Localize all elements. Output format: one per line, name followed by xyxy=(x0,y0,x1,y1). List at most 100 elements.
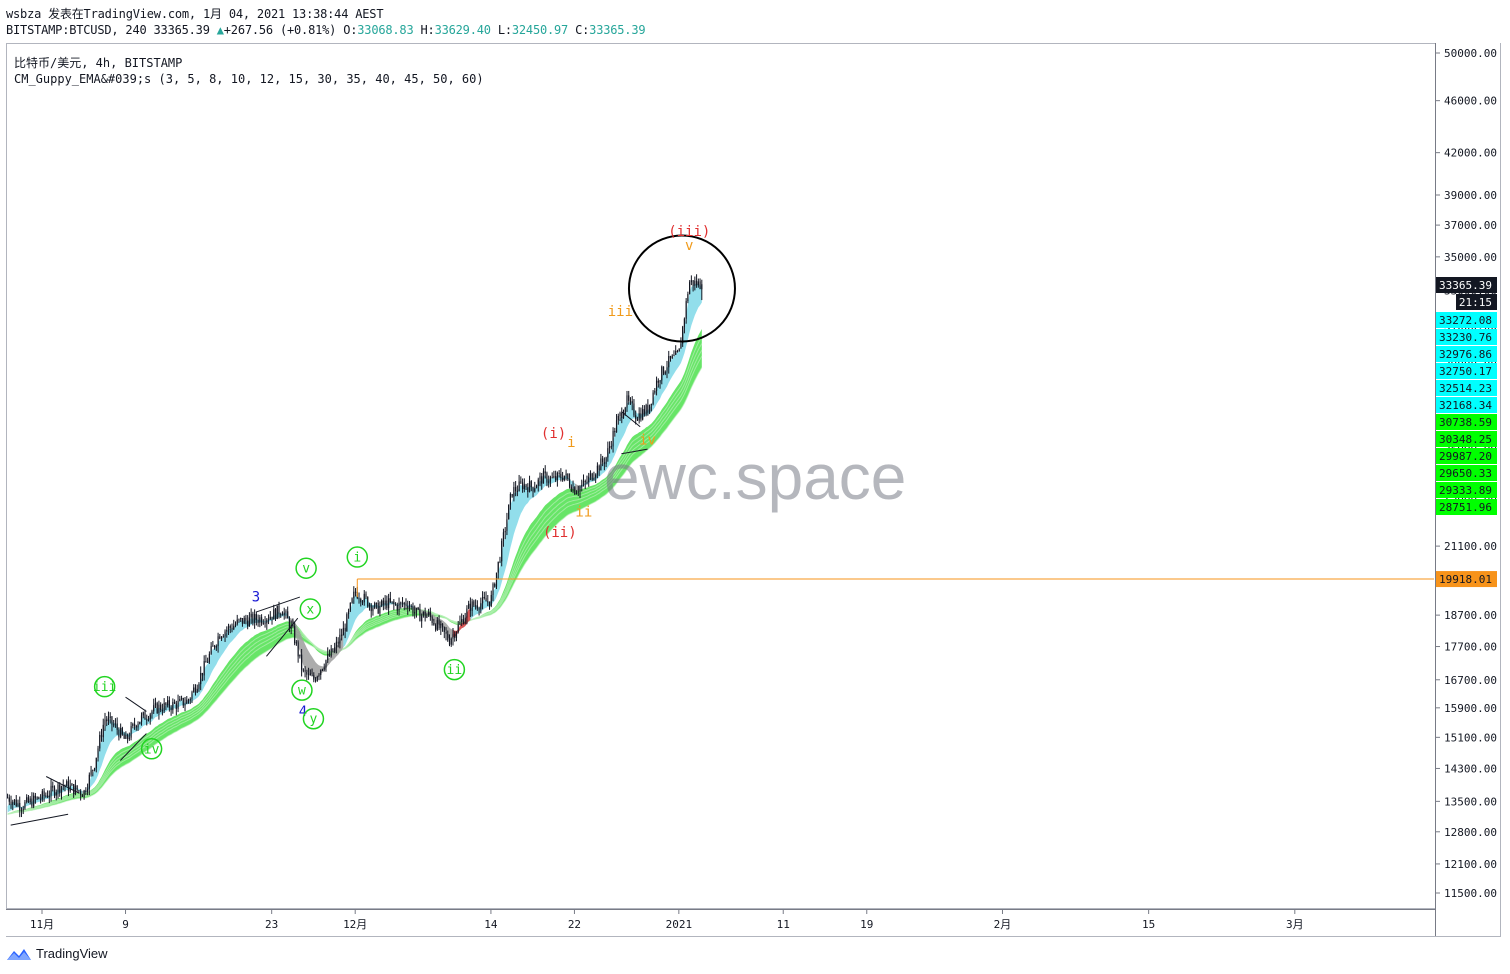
candle-body xyxy=(97,748,99,758)
candle-body xyxy=(501,540,503,562)
price-tags: 33365.39 21:15 33272.08 33230.76 32976.86 327… xyxy=(1436,277,1497,588)
candle-body xyxy=(40,798,42,800)
candle-body xyxy=(476,605,478,609)
candle-body xyxy=(53,787,56,796)
candle-body xyxy=(153,705,155,712)
candle-body xyxy=(523,484,525,490)
candle-body xyxy=(34,795,36,799)
candle-body xyxy=(245,617,247,621)
candle-body xyxy=(475,605,477,607)
low-value: 32450.97 xyxy=(511,23,569,37)
candle-body xyxy=(38,797,40,800)
trendline xyxy=(621,411,641,428)
candle-body xyxy=(236,619,238,625)
tradingview-brand[interactable]: TradingView xyxy=(6,946,108,961)
short-ema-band xyxy=(580,282,702,490)
guppy-ema-bands xyxy=(7,282,703,815)
candle-body xyxy=(464,617,466,624)
candle-body xyxy=(254,614,256,623)
price-tag-bg xyxy=(1436,431,1497,447)
price-tag-bg xyxy=(1436,499,1497,515)
candle-body xyxy=(274,609,277,619)
price-tag: 29650.33 xyxy=(1439,467,1492,480)
candle-body xyxy=(504,531,506,533)
candle-body xyxy=(492,584,494,595)
candle-body xyxy=(271,616,273,620)
candle-body xyxy=(285,611,287,613)
candle-body xyxy=(193,687,195,693)
plot-area-border xyxy=(6,43,1436,909)
candle-body xyxy=(175,703,177,710)
candle-body xyxy=(311,675,313,677)
indicator-legend[interactable]: CM_Guppy_EMA&#039;s (3, 5, 8, 10, 12, 15… xyxy=(14,72,484,86)
candle-body xyxy=(316,676,318,681)
candle-body xyxy=(412,605,414,614)
candle-body xyxy=(93,768,96,771)
time-axis[interactable]: 11月 9 23 12月 14 22 2021 11 19 2月 15 3月 xyxy=(30,909,1304,931)
candle-body xyxy=(682,326,684,344)
candles xyxy=(6,274,703,818)
candle-body xyxy=(287,611,289,619)
candle-body xyxy=(95,757,97,769)
trendline xyxy=(266,617,299,657)
candle-body xyxy=(405,603,407,607)
candle-body xyxy=(614,430,616,433)
time-axis-label: 9 xyxy=(122,918,129,931)
time-axis-label: 2月 xyxy=(994,918,1012,931)
candle-body xyxy=(422,611,425,616)
candle-body xyxy=(33,795,35,807)
candle-body xyxy=(394,604,397,606)
candle-body xyxy=(436,620,438,630)
long-ema-band xyxy=(7,329,702,815)
trendline xyxy=(45,776,79,794)
candle-body xyxy=(612,430,614,447)
candle-body xyxy=(307,673,310,675)
candle-body xyxy=(629,400,632,402)
candle-body xyxy=(15,799,17,806)
candle-body xyxy=(346,614,348,632)
wave-label: y xyxy=(310,712,318,727)
candle-body xyxy=(631,401,633,404)
candle-body xyxy=(692,280,694,286)
candle-body xyxy=(349,602,351,611)
candle-body xyxy=(485,598,487,602)
candle-body xyxy=(60,786,63,793)
candle-body xyxy=(207,661,209,663)
candle-body xyxy=(205,661,207,663)
candle-body xyxy=(396,604,398,611)
candle-body xyxy=(210,646,212,654)
candle-body xyxy=(328,653,331,656)
time-axis-label: 19 xyxy=(860,918,873,931)
candle-body xyxy=(194,687,197,693)
candle-body xyxy=(386,600,388,609)
wave-label: w xyxy=(298,684,306,699)
candle-body xyxy=(549,477,552,482)
open-label: O: xyxy=(343,23,358,37)
candle-body xyxy=(132,723,134,727)
candle-body xyxy=(118,729,120,738)
candle-body xyxy=(375,602,378,604)
candle-body xyxy=(466,608,468,618)
candle-body xyxy=(506,519,508,532)
candle-body xyxy=(419,609,421,622)
candle-body xyxy=(74,785,77,795)
candle-body xyxy=(483,596,485,599)
candle-body xyxy=(123,734,125,739)
price-axis-label: 11500.00 xyxy=(1444,887,1497,900)
wave-label-circle xyxy=(291,679,313,701)
wave-label-circle xyxy=(140,738,163,760)
series-legend[interactable]: 比特币/美元, 4h, BITSTAMP xyxy=(14,56,183,70)
candle-body xyxy=(642,409,644,420)
candle-body xyxy=(130,726,132,738)
candle-body xyxy=(177,700,179,710)
price-tag-bg xyxy=(1436,465,1497,481)
price-tag-bg xyxy=(1436,363,1497,379)
candle-body xyxy=(276,605,278,619)
candle-body xyxy=(250,613,252,618)
candle-body xyxy=(297,642,299,657)
price-tag-bg xyxy=(1436,312,1497,328)
candle-body xyxy=(589,473,592,477)
candle-body xyxy=(450,638,452,645)
candle-body xyxy=(156,703,158,714)
